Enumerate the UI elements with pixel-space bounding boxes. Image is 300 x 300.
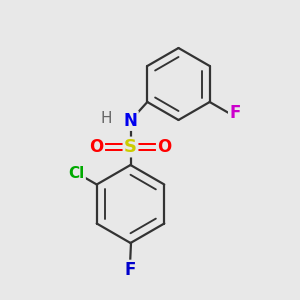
- Text: S: S: [124, 138, 137, 156]
- Text: N: N: [124, 112, 137, 130]
- Text: F: F: [125, 261, 136, 279]
- Text: H: H: [100, 111, 112, 126]
- Text: O: O: [157, 138, 172, 156]
- Text: F: F: [229, 104, 241, 122]
- Text: Cl: Cl: [68, 166, 85, 181]
- Text: O: O: [89, 138, 104, 156]
